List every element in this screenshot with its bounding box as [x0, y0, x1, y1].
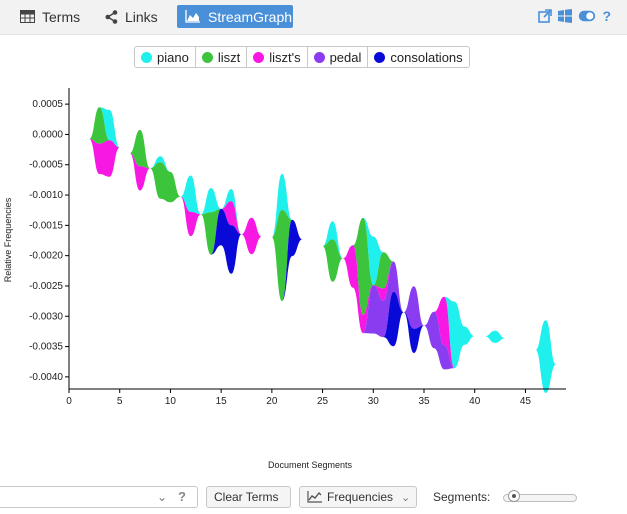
stream-series-pedal[interactable]	[79, 138, 556, 393]
y-tick-label: 0.0005	[32, 99, 63, 110]
chevron-down-icon: ⌄	[401, 491, 411, 504]
toggle-icon[interactable]	[578, 10, 596, 22]
stream-series-piano[interactable]	[79, 107, 556, 394]
legend-dot-icon	[253, 51, 265, 63]
y-tick-label: 0.0000	[32, 129, 63, 140]
segments-label: Segments:	[433, 490, 491, 504]
search-help-icon[interactable]: ?	[178, 489, 186, 504]
line-chart-icon	[307, 491, 323, 503]
legend-label: consolations	[390, 49, 463, 65]
legend-dot-icon	[141, 51, 152, 63]
help-icon[interactable]: ?	[602, 8, 611, 24]
legend-label: piano	[157, 49, 189, 65]
x-tick-label: 45	[520, 396, 532, 407]
term-search-input[interactable]: ⌄	[0, 486, 198, 508]
y-axis-label: Relative Frequencies	[3, 197, 13, 283]
legend-item-2[interactable]: liszt's	[247, 47, 308, 67]
y-tick-label: -0.0025	[29, 281, 63, 292]
legend-item-1[interactable]: liszt	[196, 47, 248, 67]
legend-item-3[interactable]: pedal	[308, 47, 369, 67]
share-icon	[105, 9, 118, 24]
frequencies-dropdown[interactable]: Frequencies ⌄	[299, 486, 417, 508]
legend-label: liszt	[217, 49, 241, 65]
x-tick-label: 35	[418, 396, 430, 407]
x-tick-label: 30	[368, 396, 380, 407]
clear-terms-button[interactable]: Clear Terms	[206, 486, 291, 508]
segments-slider-thumb[interactable]	[508, 490, 520, 502]
y-tick-label: -0.0020	[29, 251, 63, 262]
tab-links[interactable]: Links	[97, 5, 166, 28]
x-tick-label: 20	[266, 396, 278, 407]
tab-streamgraph-label: StreamGraph	[208, 8, 293, 25]
x-axis-label: Document Segments	[268, 460, 353, 470]
x-tick-label: 5	[117, 396, 123, 407]
chevron-down-icon[interactable]: ⌄	[156, 490, 167, 504]
toolbar-icons: ?	[538, 8, 611, 24]
x-tick-label: 10	[165, 396, 177, 407]
legend-label: liszt's	[269, 49, 301, 65]
windows-icon[interactable]	[558, 9, 573, 23]
y-tick-label: -0.0010	[29, 190, 63, 201]
x-tick-label: 40	[469, 396, 481, 407]
x-tick-label: 25	[317, 396, 329, 407]
tab-streamgraph[interactable]: StreamGraph	[177, 5, 293, 28]
y-tick-label: -0.0030	[29, 311, 63, 322]
legend-item-0[interactable]: piano	[135, 47, 196, 67]
y-tick-label: -0.0015	[29, 220, 63, 231]
export-icon[interactable]	[538, 9, 553, 23]
y-tick-label: -0.0005	[29, 160, 63, 171]
clear-terms-label: Clear Terms	[214, 490, 279, 504]
x-tick-label: 0	[66, 396, 72, 407]
x-tick-label: 15	[216, 396, 228, 407]
legend-item-4[interactable]: consolations	[368, 47, 468, 67]
y-tick-label: -0.0035	[29, 342, 63, 353]
chart-legend: piano liszt liszt's pedal consolations	[134, 46, 470, 68]
stream-series-consolations[interactable]	[79, 138, 556, 393]
legend-label: pedal	[329, 49, 362, 65]
top-toolbar: Terms Links StreamGraph ?	[0, 0, 627, 35]
legend-dot-icon	[374, 51, 386, 63]
bottom-toolbar: ⌄ ? Clear Terms Frequencies ⌄ Segments:	[0, 480, 627, 514]
segments-slider-track[interactable]	[503, 494, 577, 502]
y-tick-label: -0.0040	[29, 372, 63, 383]
stream-series-liszts[interactable]	[79, 138, 556, 393]
tab-links-label: Links	[125, 8, 158, 25]
frequencies-label: Frequencies	[327, 490, 394, 504]
stream-series-liszt[interactable]	[79, 107, 556, 394]
area-chart-icon	[185, 10, 201, 23]
tab-terms-label: Terms	[42, 8, 81, 25]
streamgraph-chart: 0.0005 0.0000 -0.0005 -0.0010 -0.0015 -0.0020…	[29, 88, 566, 407]
table-icon	[20, 10, 35, 23]
tab-terms[interactable]: Terms	[12, 5, 88, 28]
legend-dot-icon	[313, 51, 325, 63]
legend-dot-icon	[201, 51, 213, 63]
